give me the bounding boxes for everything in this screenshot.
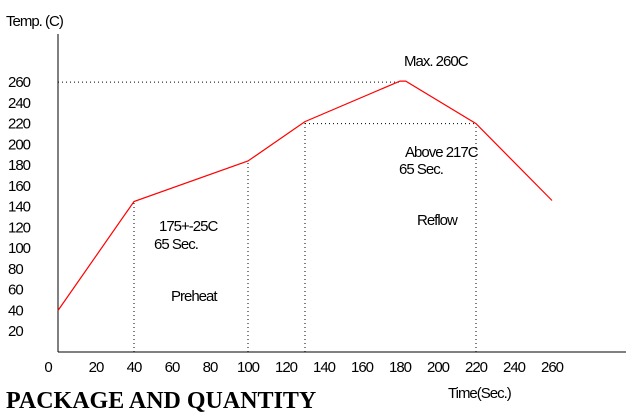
y-tick-label: 260 xyxy=(8,74,31,91)
x-tick-label: 100 xyxy=(237,359,260,376)
x-tick-label: 20 xyxy=(89,359,104,376)
x-tick-label: 260 xyxy=(541,359,564,376)
y-axis-label: Temp. (C) xyxy=(6,13,64,30)
y-tick-label: 200 xyxy=(8,136,31,153)
y-tick-label: 240 xyxy=(8,95,31,112)
x-tick-label: 140 xyxy=(313,359,336,376)
x-tick-label: 220 xyxy=(465,359,488,376)
y-tick-label: 100 xyxy=(8,240,31,257)
x-tick-label: 40 xyxy=(127,359,142,376)
x-tick-labels: 0 20 40 60 80 100 120 140 160 180 200 220 240 260 xyxy=(44,359,564,376)
x-tick-label: 200 xyxy=(427,359,450,376)
x-tick-label: 240 xyxy=(503,359,526,376)
preheat-time-annotation: 65 Sec. xyxy=(154,236,198,253)
x-tick-label: 80 xyxy=(203,359,218,376)
series-line-0 xyxy=(57,80,553,311)
profile-series xyxy=(57,80,553,311)
reflow-temp-annotation: Above 217C xyxy=(405,144,479,161)
x-tick-label: 120 xyxy=(275,359,298,376)
x-tick-label: 0 xyxy=(44,359,52,376)
y-tick-label: 20 xyxy=(8,323,23,340)
y-tick-label: 220 xyxy=(8,116,31,133)
reflow-profile-chart: Temp. (C) Time(Sec.) 0 20 40 60 80 100 120 140 1… xyxy=(6,13,626,402)
y-tick-label: 180 xyxy=(8,157,31,174)
x-tick-label: 60 xyxy=(165,359,180,376)
reference-lines xyxy=(58,81,477,352)
x-tick-label: 160 xyxy=(351,359,374,376)
y-tick-label: 120 xyxy=(8,219,31,236)
reflow-time-annotation: 65 Sec. xyxy=(399,161,443,178)
section-heading: PACKAGE AND QUANTITY xyxy=(6,388,317,414)
preheat-temp-annotation: 175+-25C xyxy=(159,218,218,235)
max-temp-annotation: Max. 260C xyxy=(404,53,469,70)
y-tick-label: 160 xyxy=(8,178,31,195)
x-tick-label: 180 xyxy=(389,359,412,376)
y-tick-labels: 20 40 60 80 100 120 140 160 180 200 220 240 260 xyxy=(8,74,32,340)
x-axis-label: Time(Sec.) xyxy=(448,385,512,402)
y-tick-label: 40 xyxy=(8,302,23,319)
y-tick-label: 140 xyxy=(8,199,31,216)
y-tick-label: 80 xyxy=(8,261,23,278)
preheat-zone-label: Preheat xyxy=(171,288,218,305)
y-tick-label: 60 xyxy=(8,282,23,299)
reflow-zone-label: Reflow xyxy=(417,212,458,229)
